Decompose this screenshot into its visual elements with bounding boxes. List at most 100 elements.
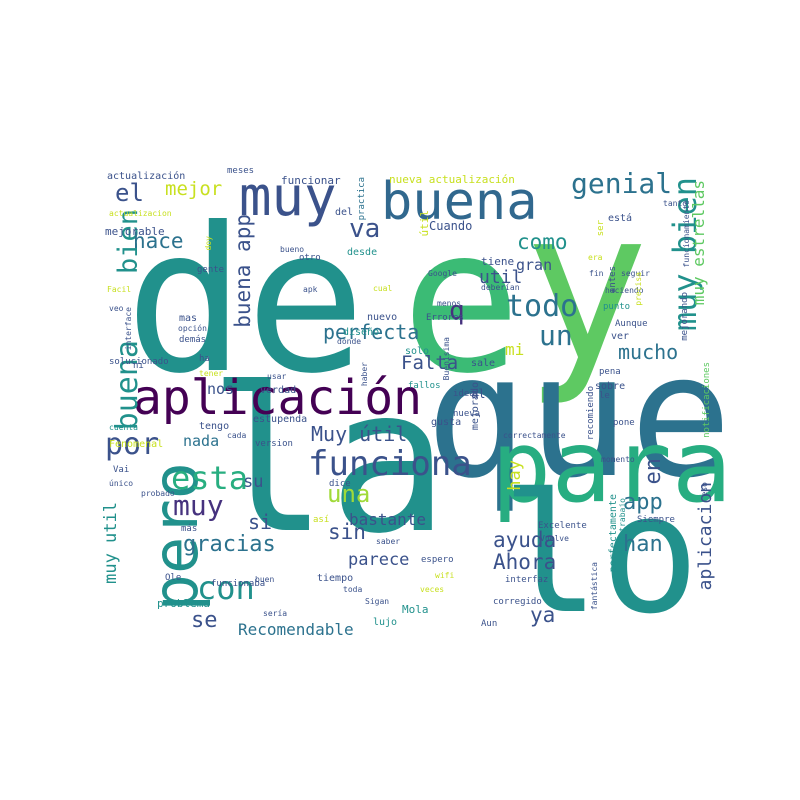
cloud-word-donde: donde [337, 337, 362, 346]
cloud-word-facil: Facil [107, 285, 132, 294]
cloud-word-google: Google [428, 269, 457, 278]
cloud-word-precisa: precisa [634, 272, 643, 306]
cloud-word-bueno: bueno [280, 245, 305, 254]
cloud-word-pena: pena [599, 367, 621, 377]
cloud-word-util: util [479, 267, 523, 288]
cloud-word-al: al [471, 387, 486, 401]
cloud-word-hay: hay [505, 460, 525, 491]
cloud-word-que: que [424, 318, 732, 516]
cloud-word-interfaz: interfaz [505, 575, 549, 585]
cloud-word-hace: hace [133, 229, 184, 253]
cloud-word-aun: Aun [481, 619, 498, 629]
cloud-word-del: del [335, 207, 354, 218]
cloud-word-solo: solo [405, 346, 430, 357]
cloud-word-tiene: tiene [481, 255, 515, 268]
cloud-word-probado: probado [141, 489, 175, 498]
cloud-word-demas: demás [179, 335, 207, 345]
cloud-word-ha: ha [199, 354, 210, 364]
cloud-word-sin: sin [328, 520, 366, 544]
cloud-word-ole: Ole [165, 573, 182, 583]
cloud-word-apk: apk [303, 285, 318, 294]
cloud-word-cada: cada [227, 431, 247, 440]
cloud-word-buen: buen [255, 575, 275, 584]
cloud-word-en: en [641, 458, 666, 485]
cloud-word-funcionamiento: funcionamiento [682, 200, 691, 268]
cloud-word-bastante: bastante [349, 510, 427, 529]
cloud-word-parece: parece [348, 550, 410, 570]
cloud-word-muy-util: Muy útil [311, 422, 408, 446]
cloud-word-aunque: Aunque [615, 319, 648, 329]
cloud-word-han: han [623, 532, 663, 557]
cloud-word-mejorable: mejorable [105, 225, 165, 238]
cloud-word-como: como [517, 230, 568, 254]
cloud-word-seguir: seguir [621, 269, 650, 278]
cloud-word-mas: más [181, 524, 198, 534]
cloud-word-util: útil [418, 210, 431, 237]
cloud-word-funcionaba: funcionaba [211, 579, 266, 589]
cloud-word-correctamente: correctamente [503, 431, 566, 440]
cloud-word-actualizacion: actualizacion [109, 209, 172, 218]
cloud-word-falta: Falta [401, 352, 459, 374]
cloud-word-antes: antes [608, 266, 618, 294]
cloud-word-ahora: Ahora [493, 550, 557, 574]
cloud-word-funcionar: funcionar [281, 174, 341, 187]
cloud-word-eso: eso [700, 482, 709, 497]
cloud-word-buena: buena [110, 340, 145, 431]
cloud-word-vuelve: Vuelve [540, 534, 569, 543]
cloud-word-aplicacion: aplicacion [695, 482, 716, 591]
cloud-word-cuenta: cuenta [109, 423, 138, 432]
cloud-word-todo: todo [506, 289, 579, 324]
cloud-word-veces: veces [420, 585, 445, 594]
cloud-word-fantastica: fantástica [590, 562, 599, 611]
cloud-word-asi: así [313, 515, 330, 525]
cloud-word-menos: menos [437, 299, 462, 308]
cloud-word-ni: ni [133, 361, 144, 371]
cloud-word-solucionado: solucionado [109, 357, 169, 367]
cloud-word-si: si [248, 510, 273, 534]
cloud-word-la: la [208, 345, 449, 578]
cloud-word-va: va [349, 214, 381, 244]
cloud-word-muy: muy [239, 165, 337, 228]
cloud-word-estupenda: estupenda [253, 414, 308, 425]
cloud-word-buen-trabajo: Buen trabajo [618, 498, 627, 556]
cloud-word-desde: desde [347, 247, 378, 258]
cloud-word-esta: está [608, 213, 633, 224]
cloud-word-usar: usar [267, 372, 287, 381]
cloud-word-perfecta: perfecta [323, 320, 420, 344]
cloud-word-interface: interface [124, 307, 133, 351]
cloud-word-lujo: lujo [373, 617, 398, 628]
cloud-word-una: una [327, 480, 371, 508]
cloud-word-seria: sería [263, 609, 288, 618]
cloud-word-vai: Vai [113, 465, 130, 475]
cloud-word-notificaciones: notificaciones [702, 362, 712, 438]
cloud-word-ideal: ideal [453, 389, 481, 399]
cloud-word-ayuda: ayuda [493, 528, 557, 552]
cloud-word-nos: nos [207, 380, 235, 398]
cloud-word-punto: punto [603, 302, 631, 312]
cloud-word-actualizacion: actualización [107, 171, 186, 182]
cloud-word-un: un [539, 319, 573, 352]
cloud-word-haciendo: haciendo [605, 286, 644, 295]
cloud-word-mi: mi [505, 340, 525, 359]
cloud-word-muy-util: muy util [103, 502, 121, 584]
cloud-word-gente: gente [197, 265, 225, 275]
cloud-word-lo: lo [501, 458, 700, 639]
cloud-word-cual: cual [373, 284, 393, 293]
cloud-word-con: con [197, 569, 255, 607]
cloud-word-pone: pone [613, 418, 635, 428]
cloud-word-mola: Mola [402, 603, 429, 616]
cloud-word-excelente: Excelente [538, 521, 587, 531]
cloud-word-el: el [115, 179, 144, 207]
cloud-word-errores: Errores [426, 313, 464, 323]
cloud-word-app: app [623, 490, 663, 515]
cloud-word-wifi: wifi [435, 571, 455, 580]
cloud-word-unico: único [109, 479, 134, 488]
cloud-word-tengo: tengo [199, 421, 230, 432]
cloud-word-q: q [449, 296, 465, 326]
cloud-word-nueva-actualizacion: nueva actualización [389, 173, 515, 186]
cloud-word-fenomenal: Fenomenal [109, 439, 164, 450]
cloud-word-ser: ser [596, 220, 606, 237]
cloud-word-corregido: corregido [493, 597, 542, 607]
cloud-word-nuevo: nuevo [367, 312, 398, 323]
cloud-word-opcion: opción [178, 324, 207, 333]
